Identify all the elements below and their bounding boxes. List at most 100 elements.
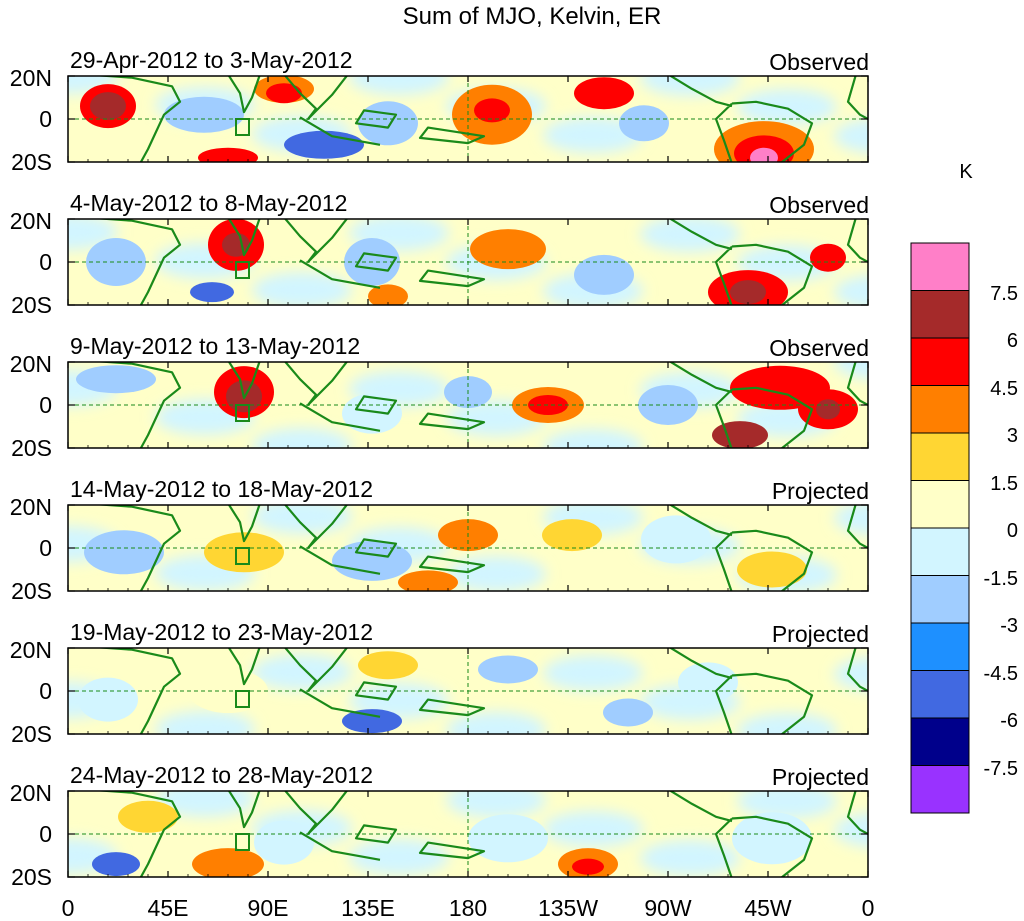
anomaly-blob bbox=[468, 814, 548, 863]
panel-period: 9-May-2012 to 13-May-2012 bbox=[70, 333, 360, 359]
map-panel: 20N 0 20S 9-May-2012 to 13-May-2012 Observed bbox=[10, 333, 869, 461]
panel-period: 4-May-2012 to 8-May-2012 bbox=[70, 190, 347, 216]
anomaly-blob bbox=[730, 280, 766, 305]
region-box bbox=[235, 261, 250, 279]
lat-label: 20S bbox=[11, 578, 52, 604]
coastline bbox=[92, 362, 868, 448]
anomaly-blob bbox=[478, 655, 538, 684]
anomaly-blob bbox=[474, 98, 510, 123]
anomaly-blob bbox=[641, 515, 711, 564]
anomaly-blob bbox=[190, 282, 234, 303]
anomaly-blob bbox=[266, 83, 302, 104]
lat-label: 20S bbox=[11, 864, 52, 890]
anomaly-blob bbox=[358, 101, 418, 146]
anomaly-blob bbox=[78, 677, 138, 722]
lon-label: 135W bbox=[538, 895, 598, 921]
lat-label: 0 bbox=[39, 821, 52, 847]
colorbar-label: -6 bbox=[1000, 710, 1018, 732]
colorbar-swatch bbox=[910, 622, 970, 671]
map-panel: 20N 0 20S 29-Apr-2012 to 3-May-2012 Observed bbox=[10, 47, 869, 175]
colorbar: K 7.5 6 4.5 3 1.5 0 -1.5 -3 -4.5 -6 -7.5 bbox=[910, 161, 1018, 814]
colorbar-label: 4.5 bbox=[990, 378, 1018, 400]
colorbar-unit: K bbox=[959, 161, 973, 183]
anomaly-blob bbox=[284, 130, 364, 159]
anomaly-blob bbox=[90, 92, 126, 121]
lat-label: 20N bbox=[10, 637, 52, 663]
anomaly-blob bbox=[574, 254, 634, 295]
coastline bbox=[92, 505, 868, 591]
colorbar-swatch bbox=[910, 670, 970, 719]
anomaly-blob bbox=[712, 421, 768, 448]
anomaly-blob bbox=[737, 551, 807, 588]
lat-label: 0 bbox=[39, 535, 52, 561]
lat-label: 20N bbox=[10, 780, 52, 806]
anomaly-blob bbox=[164, 96, 244, 133]
colorbar-label: -4.5 bbox=[984, 663, 1018, 685]
lat-label: 0 bbox=[39, 392, 52, 418]
anomaly-blob bbox=[638, 385, 698, 425]
colorbar-label: -7.5 bbox=[984, 758, 1018, 780]
panel-status: Observed bbox=[769, 192, 869, 218]
colorbar-swatch bbox=[910, 385, 970, 434]
panel-status: Projected bbox=[772, 478, 869, 504]
anomaly-blob bbox=[619, 105, 669, 142]
figure-title: Sum of MJO, Kelvin, ER bbox=[403, 3, 662, 30]
anomaly-blob bbox=[342, 393, 402, 434]
lat-label: 20S bbox=[11, 149, 52, 175]
colorbar-label: -1.5 bbox=[984, 568, 1018, 590]
lat-label: 0 bbox=[39, 106, 52, 132]
colorbar-label: 1.5 bbox=[990, 473, 1018, 495]
panel-status: Observed bbox=[769, 49, 869, 75]
lat-label: 20N bbox=[10, 208, 52, 234]
lon-label: 135E bbox=[341, 895, 395, 921]
colorbar-swatch bbox=[910, 527, 970, 576]
lon-label: 45E bbox=[148, 895, 189, 921]
region-box bbox=[235, 833, 250, 851]
coastline bbox=[92, 76, 868, 162]
longitude-axis: 0 45E 90E 135E 180 135W 90W 45W 0 bbox=[62, 895, 875, 921]
colorbar-swatch bbox=[910, 480, 970, 529]
panel-period: 24-May-2012 to 28-May-2012 bbox=[70, 762, 373, 788]
anomaly-blob bbox=[332, 540, 412, 581]
lat-label: 20S bbox=[11, 292, 52, 318]
lat-label: 0 bbox=[39, 678, 52, 704]
anomaly-blob bbox=[542, 519, 602, 552]
lat-label: 20N bbox=[10, 351, 52, 377]
colorbar-label: -3 bbox=[1000, 615, 1018, 637]
anomaly-blob bbox=[192, 848, 264, 877]
lon-label: 180 bbox=[449, 895, 487, 921]
coastline bbox=[92, 648, 868, 734]
panel-status: Projected bbox=[772, 621, 869, 647]
anomaly-blob bbox=[358, 651, 418, 680]
anomaly-blob bbox=[368, 284, 408, 305]
region-box bbox=[235, 547, 250, 565]
anomaly-blob bbox=[92, 852, 140, 877]
panel-period: 29-Apr-2012 to 3-May-2012 bbox=[70, 47, 353, 73]
anomaly-blob bbox=[254, 820, 314, 865]
anomaly-field bbox=[68, 219, 868, 305]
lat-label: 20S bbox=[11, 721, 52, 747]
map-panel: 20N 0 20S 24-May-2012 to 28-May-2012 Project… bbox=[10, 762, 869, 890]
anomaly-blob bbox=[86, 238, 146, 286]
panel-status: Projected bbox=[772, 764, 869, 790]
lon-label: 90E bbox=[248, 895, 289, 921]
region-box bbox=[235, 690, 250, 708]
anomaly-blob bbox=[342, 709, 402, 734]
anomaly-field bbox=[68, 791, 868, 877]
anomaly-blob bbox=[198, 147, 258, 162]
colorbar-swatch bbox=[910, 765, 970, 814]
anomaly-blob bbox=[118, 800, 178, 833]
lat-label: 20S bbox=[11, 435, 52, 461]
colorbar-swatch bbox=[910, 337, 970, 386]
lat-label: 20N bbox=[10, 494, 52, 520]
lon-label: 90W bbox=[644, 895, 692, 921]
anomaly-blob bbox=[84, 530, 164, 575]
colorbar-label: 3 bbox=[1007, 425, 1018, 447]
anomaly-blob bbox=[750, 147, 778, 162]
anomaly-blob bbox=[603, 698, 653, 727]
anomaly-blob bbox=[574, 77, 634, 110]
colorbar-label: 0 bbox=[1007, 520, 1018, 542]
anomaly-blob bbox=[398, 570, 458, 591]
panel-status: Observed bbox=[769, 335, 869, 361]
lon-label: 45W bbox=[744, 895, 792, 921]
